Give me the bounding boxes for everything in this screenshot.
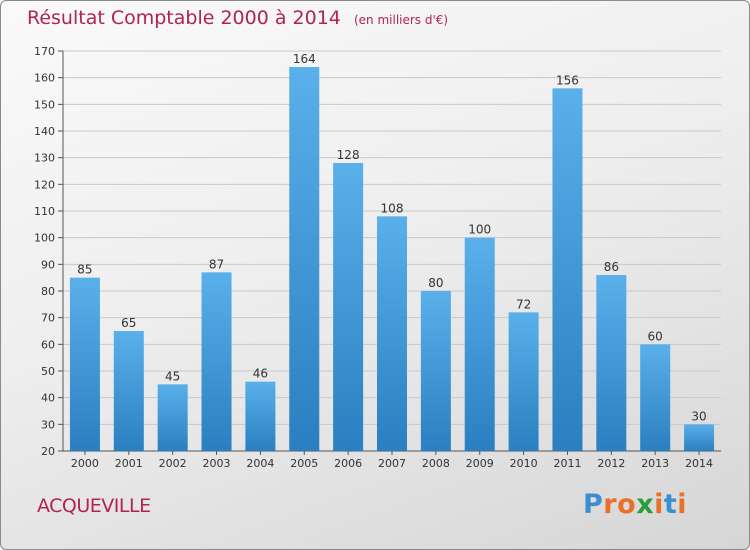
y-tick-label: 130 — [34, 152, 55, 165]
data-label: 72 — [516, 297, 531, 311]
y-tick-label: 40 — [41, 392, 55, 405]
logo-letter: o — [617, 489, 637, 520]
x-tick-label: 2002 — [159, 457, 187, 470]
y-tick-label: 110 — [34, 205, 55, 218]
x-tick-label: 2004 — [246, 457, 274, 470]
y-tick-label: 80 — [41, 285, 55, 298]
data-label: 100 — [468, 223, 491, 237]
x-tick-label: 2000 — [71, 457, 99, 470]
bar — [201, 272, 232, 451]
logo-letter: r — [603, 489, 618, 520]
x-tick-label: 2014 — [685, 457, 713, 470]
bar — [113, 331, 144, 451]
data-label: 128 — [337, 148, 360, 162]
y-tick-label: 20 — [41, 445, 55, 458]
logo-letter: i — [654, 489, 664, 520]
x-tick-label: 2005 — [290, 457, 318, 470]
bar — [640, 344, 671, 451]
x-tick-label: 2013 — [641, 457, 669, 470]
y-tick-label: 170 — [34, 45, 55, 58]
data-label: 85 — [77, 263, 92, 277]
proxiti-logo: Proxiti — [583, 489, 687, 520]
x-tick-label: 2009 — [466, 457, 494, 470]
data-label: 65 — [121, 316, 136, 330]
y-tick-label: 50 — [41, 365, 55, 378]
x-tick-label: 2012 — [597, 457, 625, 470]
data-label: 86 — [604, 260, 619, 274]
logo-letter: P — [583, 489, 604, 520]
x-tick-label: 2007 — [378, 457, 406, 470]
data-label: 80 — [428, 276, 443, 290]
bar — [69, 277, 100, 451]
data-label: 164 — [293, 52, 316, 66]
logo-letter: x — [636, 489, 655, 520]
bar — [464, 237, 495, 451]
logo-letter: t — [663, 489, 678, 520]
data-label: 45 — [165, 369, 180, 383]
bar — [245, 381, 276, 451]
bar — [508, 312, 539, 451]
bar — [552, 88, 583, 451]
x-tick-label: 2011 — [553, 457, 581, 470]
data-label: 46 — [253, 367, 268, 381]
chart-title: Résultat Comptable 2000 à 2014 — [27, 7, 341, 29]
data-label: 87 — [209, 257, 224, 271]
x-tick-label: 2006 — [334, 457, 362, 470]
bar — [684, 424, 715, 451]
bar — [596, 275, 627, 451]
logo-letter: i — [677, 489, 688, 520]
data-label: 156 — [556, 73, 579, 87]
bar — [333, 163, 364, 451]
bar — [289, 67, 320, 451]
commune-name: ACQUEVILLE — [37, 495, 151, 517]
y-tick-label: 160 — [34, 72, 55, 85]
y-tick-label: 140 — [34, 125, 55, 138]
y-tick-label: 90 — [41, 258, 55, 271]
y-tick-label: 70 — [41, 312, 55, 325]
y-tick-label: 30 — [41, 418, 55, 431]
x-tick-label: 2003 — [203, 457, 231, 470]
data-label: 108 — [381, 201, 404, 215]
data-label: 60 — [648, 329, 663, 343]
bar — [157, 384, 188, 451]
y-tick-label: 60 — [41, 338, 55, 351]
y-tick-label: 150 — [34, 98, 55, 111]
y-tick-label: 100 — [34, 232, 55, 245]
x-tick-label: 2001 — [115, 457, 143, 470]
chart-subtitle: (en milliers d'€) — [353, 13, 449, 27]
data-label: 30 — [691, 409, 706, 423]
title-row: Résultat Comptable 2000 à 2014 (en milli… — [27, 7, 448, 29]
bar — [420, 291, 451, 451]
x-tick-label: 2010 — [510, 457, 538, 470]
y-tick-label: 120 — [34, 178, 55, 191]
x-tick-label: 2008 — [422, 457, 450, 470]
bar — [377, 216, 407, 451]
